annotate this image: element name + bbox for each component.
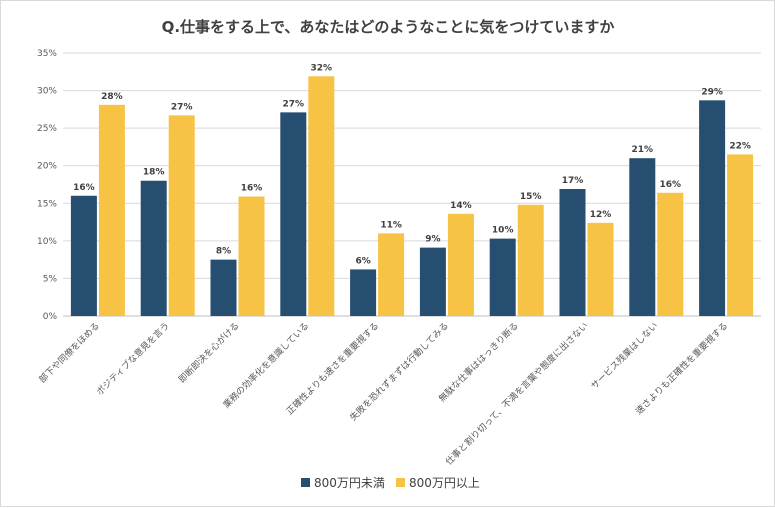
bar-under-8m [140, 180, 167, 316]
bar-under-8m [629, 158, 656, 316]
bar-over-8m [168, 115, 195, 317]
y-tick-label: 0% [43, 312, 58, 322]
data-label: 21% [632, 145, 654, 155]
legend-label: 800万円以上 [409, 476, 480, 490]
y-tick-label: 15% [37, 199, 57, 209]
y-tick-label: 10% [37, 237, 57, 247]
data-label: 15% [520, 192, 542, 202]
data-label: 12% [590, 210, 612, 220]
data-label: 22% [729, 141, 751, 151]
y-axis: 0% 5% 10% 15% 20% 25% 30% 35% [37, 49, 57, 322]
bar-under-8m [280, 112, 307, 316]
data-label: 8% [216, 247, 231, 257]
bar-over-8m [308, 76, 335, 317]
bar-under-8m [210, 259, 237, 316]
bar-under-8m [699, 100, 726, 316]
data-label: 27% [171, 102, 193, 112]
bars [70, 76, 754, 317]
bar-over-8m [587, 222, 614, 316]
data-label: 16% [73, 183, 95, 193]
bar-over-8m [447, 213, 474, 316]
category-label: 無駄な仕事ははっきり断る [436, 320, 521, 405]
bar-over-8m [98, 104, 125, 316]
bar-under-8m [559, 189, 586, 316]
data-label: 9% [425, 235, 440, 245]
data-labels: 16% 28% 18% 27% 8% 16% 27% 32% 6% 11% 9% 14% 10% 15% 1… [73, 63, 751, 266]
legend-swatch [301, 478, 310, 487]
category-label: ポジティブな意見を言う [94, 320, 172, 398]
gridlines [63, 52, 761, 317]
bar-under-8m [489, 238, 516, 316]
bar-over-8m [657, 192, 684, 316]
bar-under-8m [419, 247, 446, 316]
data-label: 6% [355, 256, 370, 266]
y-tick-label: 20% [37, 162, 57, 172]
chart-title: Q.仕事をする上で、あなたはどのようなことに気をつけていますか [162, 18, 615, 36]
bar-over-8m [727, 154, 754, 316]
bar-under-8m [350, 269, 377, 316]
y-tick-label: 25% [37, 124, 57, 134]
data-label: 16% [660, 180, 682, 190]
data-label: 18% [143, 168, 165, 178]
bar-over-8m [238, 196, 265, 316]
y-tick-label: 30% [37, 87, 57, 97]
data-label: 11% [380, 220, 402, 230]
data-label: 27% [283, 99, 305, 109]
data-label: 16% [241, 184, 263, 194]
data-label: 17% [562, 176, 584, 186]
y-tick-label: 35% [37, 49, 57, 59]
legend-swatch [396, 478, 405, 487]
data-label: 14% [450, 201, 472, 211]
bar-over-8m [378, 233, 405, 316]
category-label: 仕事と割り切って、不満を言葉や態度に出さない [443, 320, 591, 468]
legend-label: 800万円未満 [314, 476, 385, 490]
y-tick-label: 5% [43, 274, 58, 284]
data-label: 29% [701, 87, 723, 97]
legend: 800万円未満 800万円以上 [301, 476, 480, 490]
data-label: 10% [492, 226, 514, 236]
category-label: サービス残業はしない [588, 320, 660, 392]
data-label: 32% [311, 63, 333, 73]
category-label: 部下や同僚をほめる [36, 320, 102, 386]
category-label: 即断即決を心がける [176, 320, 242, 386]
bar-under-8m [70, 195, 97, 316]
bar-over-8m [517, 204, 544, 316]
data-label: 28% [101, 92, 123, 102]
